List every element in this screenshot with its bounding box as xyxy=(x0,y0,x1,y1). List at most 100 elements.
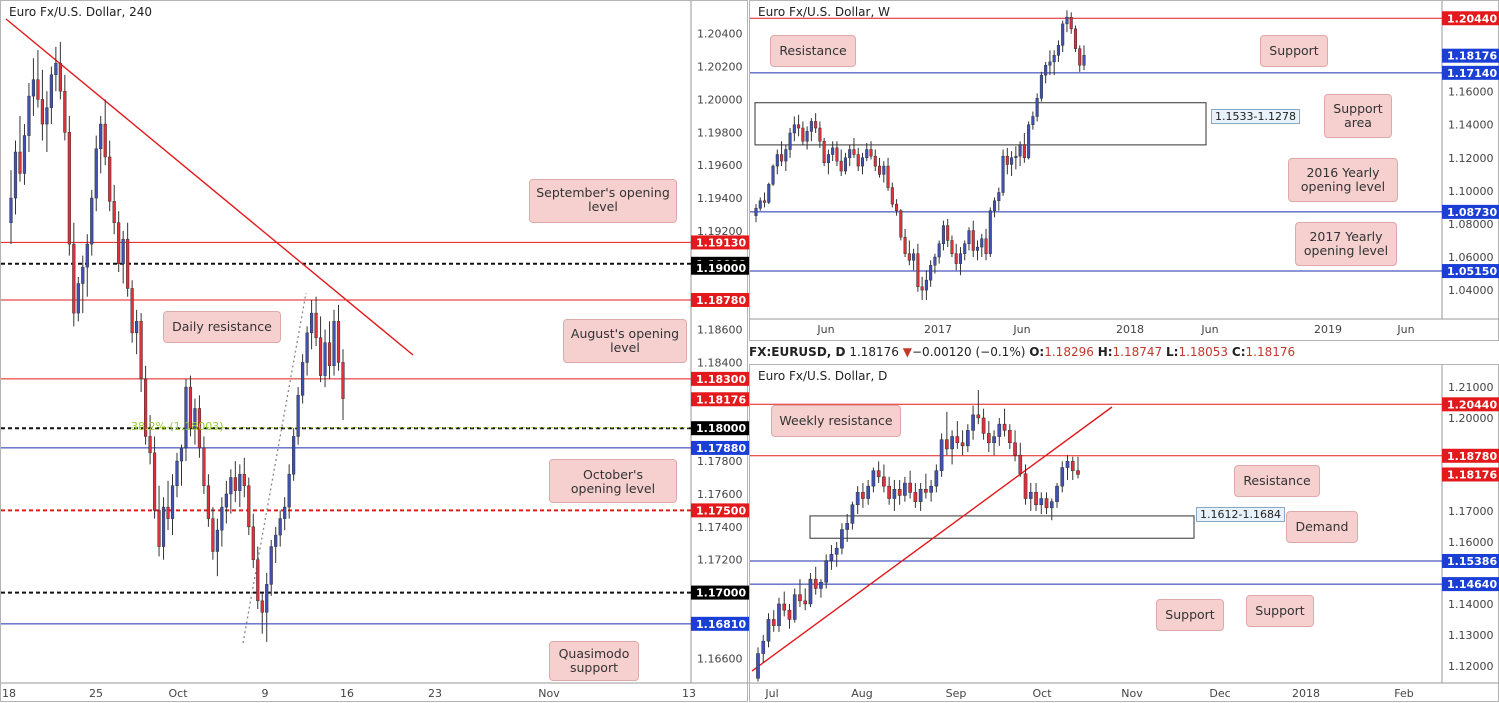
candle-body xyxy=(1065,17,1069,25)
level-tag-label: 1.17000 xyxy=(696,587,746,600)
candle-body xyxy=(980,238,984,248)
h4-chart[interactable]: 1.20400 1.20200 1.20000 1.19800 1.19600 1.194… xyxy=(1,1,749,703)
candle-body xyxy=(920,286,924,291)
candle-body xyxy=(787,609,792,620)
price-tick-label: 1.20200 xyxy=(697,61,743,74)
quote-last: 1.18176 xyxy=(849,345,899,359)
candle-body xyxy=(941,225,945,245)
level-tag xyxy=(1442,204,1499,219)
candle-body xyxy=(31,79,36,97)
callout-octobers-opening-level: October's opening level xyxy=(549,459,677,503)
candle-body xyxy=(924,279,928,291)
candle-body xyxy=(1031,116,1035,125)
weekly-chart[interactable]: 1.16000 1.14000 1.12000 1.10000 1.08000 1.060… xyxy=(750,1,1499,342)
price-tick-label: 1.17800 xyxy=(697,455,743,468)
daily-chart[interactable]: 1.21000 1.20000 1.17000 1.16000 1.14000 1.130… xyxy=(750,365,1499,703)
candle-body xyxy=(99,123,103,149)
candle-body xyxy=(993,200,997,211)
candle-body xyxy=(135,321,139,334)
candle-body xyxy=(1013,442,1017,456)
candle-body xyxy=(887,485,891,499)
price-tick-label: 1.06000 xyxy=(1448,251,1494,264)
candle-body xyxy=(72,243,76,314)
candle-body xyxy=(780,154,784,162)
level-tag xyxy=(691,235,749,250)
candle-body xyxy=(950,240,954,254)
candle-body xyxy=(117,222,121,265)
time-tick-label: Jun xyxy=(1012,323,1030,336)
candle-body xyxy=(771,165,775,185)
candle-body xyxy=(855,492,860,505)
candle-body xyxy=(762,200,767,203)
level-tag-label: 1.18300 xyxy=(696,373,746,386)
candle-body xyxy=(193,408,197,429)
candle-body xyxy=(882,476,886,487)
level-tag xyxy=(691,616,749,631)
candle-body xyxy=(85,243,89,268)
candle-body xyxy=(269,546,273,585)
weekly-chart-panel[interactable]: 1.16000 1.14000 1.12000 1.10000 1.08000 1.060… xyxy=(749,0,1499,341)
candle-body xyxy=(945,439,949,450)
price-tick-label: 1.16000 xyxy=(1448,86,1494,99)
candle-body xyxy=(1005,155,1009,165)
callout-augusts-opening-level: August's opening level xyxy=(563,319,687,363)
candle-body xyxy=(1070,461,1075,471)
candle-body xyxy=(824,560,829,583)
zone-rect xyxy=(754,102,1207,146)
candle-body xyxy=(1007,430,1012,443)
price-tag xyxy=(691,392,749,407)
price-tag xyxy=(1442,467,1499,482)
candle-body xyxy=(890,187,894,205)
candle-body xyxy=(818,127,822,142)
fib-label: 38.2% (1.18003) xyxy=(131,420,224,433)
candle-body xyxy=(805,131,809,142)
candle-body xyxy=(318,337,323,376)
quote-open: 1.18296 xyxy=(1044,345,1094,359)
candle-body xyxy=(1078,48,1082,66)
price-tick-label: 1.20400 xyxy=(697,28,743,41)
callout-2017-yearly-opening-level: 2017 Yearly opening level xyxy=(1295,222,1397,266)
candle-body xyxy=(913,492,918,502)
candle-body xyxy=(1002,423,1007,431)
quote-high: 1.18747 xyxy=(1112,345,1163,359)
candle-body xyxy=(292,436,296,475)
candle-body xyxy=(775,154,779,167)
candle-body xyxy=(1018,454,1023,475)
candle-body xyxy=(988,210,992,254)
candle-body xyxy=(170,485,175,519)
candle-body xyxy=(924,489,928,493)
time-tick-label: 23 xyxy=(428,687,442,700)
candle-body xyxy=(866,485,870,499)
candle-body xyxy=(865,149,869,159)
h4-chart-title: Euro Fx/U.S. Dollar, 240 xyxy=(9,5,152,19)
candle-body xyxy=(955,436,960,444)
time-tick-label: Nov xyxy=(538,687,560,700)
daily-demand-zone-label: 1.1612-1.1684 xyxy=(1196,507,1285,522)
time-tick-label: 2018 xyxy=(1292,687,1320,700)
callout-support: Support xyxy=(1260,35,1328,67)
candle-body xyxy=(912,253,916,261)
candle-body xyxy=(1073,28,1078,49)
candle-body xyxy=(950,436,954,450)
price-tick-label: 1.13000 xyxy=(1448,629,1494,642)
candle-body xyxy=(897,489,902,496)
candle-body xyxy=(81,266,85,284)
price-tick-label: 1.18600 xyxy=(697,324,743,337)
candle-body xyxy=(148,436,152,454)
candle-body xyxy=(305,332,309,363)
callout-septembers-opening-level: September's opening level xyxy=(529,179,677,223)
candle-body xyxy=(108,156,112,202)
candle-body xyxy=(856,154,860,167)
h4-chart-panel[interactable]: 1.20400 1.20200 1.20000 1.19800 1.19600 1.194… xyxy=(0,0,749,703)
candle-body xyxy=(157,510,161,547)
quote-change-arrow: ▼ xyxy=(902,345,912,359)
price-tick-label: 1.19400 xyxy=(697,192,743,205)
candle-body xyxy=(907,253,911,261)
price-tick-label: 1.12000 xyxy=(1448,152,1494,165)
daily-chart-panel[interactable]: 1.21000 1.20000 1.17000 1.16000 1.14000 1.130… xyxy=(749,364,1499,702)
price-tick-label: 1.12000 xyxy=(1448,660,1494,673)
level-tag-label: 1.17500 xyxy=(696,504,746,517)
candle-body xyxy=(822,141,826,164)
candle-body xyxy=(242,473,246,486)
callout-daily-resistance: Daily resistance xyxy=(163,311,281,343)
